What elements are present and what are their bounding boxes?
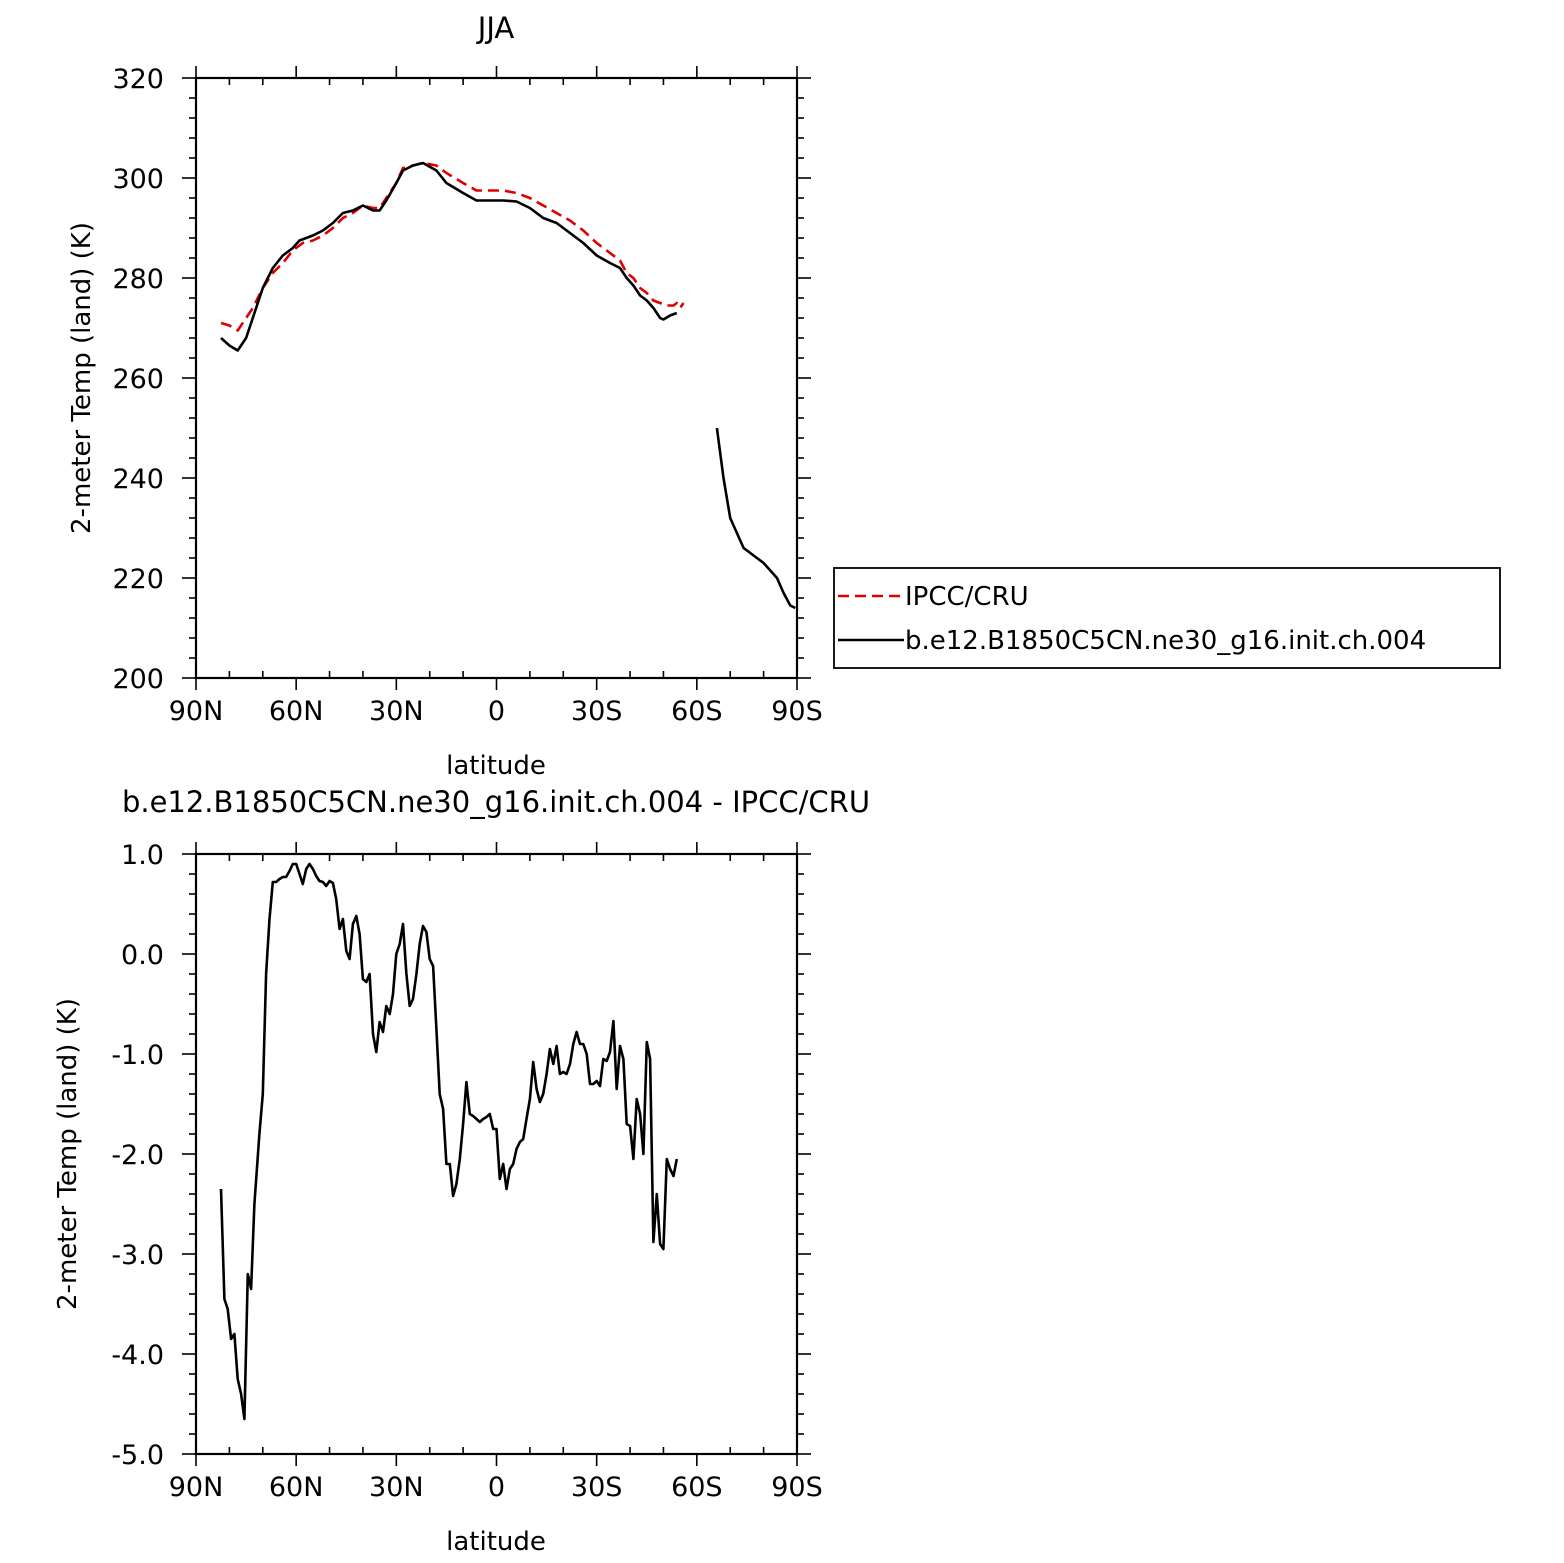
bottom-plot-frame bbox=[194, 852, 799, 1456]
x-tick-label: 30S bbox=[571, 696, 623, 727]
y-tick-label: 240 bbox=[112, 464, 164, 495]
top-plot-frame bbox=[194, 76, 799, 680]
y-tick-label: 280 bbox=[112, 264, 164, 295]
x-tick-label: 30N bbox=[369, 696, 424, 727]
bottom-series-lines bbox=[219, 862, 679, 1421]
x-tick-label: 60N bbox=[269, 1472, 324, 1503]
series-line-ipcc-cru bbox=[220, 161, 685, 332]
y-tick-label: -1.0 bbox=[111, 1040, 164, 1071]
y-tick-label: -3.0 bbox=[111, 1240, 164, 1271]
bottom-y-axis-label: 2-meter Temp (land) (K) bbox=[53, 998, 83, 1310]
x-tick-label: 90S bbox=[771, 1472, 823, 1503]
x-tick-label: 90N bbox=[169, 696, 224, 727]
top-axis-ticks bbox=[182, 66, 811, 690]
legend: IPCC/CRU b.e12.B1850C5CN.ne30_g16.init.c… bbox=[833, 567, 1501, 669]
legend-box bbox=[833, 567, 1501, 669]
x-tick-label: 30N bbox=[369, 1472, 424, 1503]
legend-label-ipcc-cru: IPCC/CRU bbox=[905, 582, 1029, 612]
top-axis-tick-labels: 90N 60N 30N 0 30S 60S 90S 200 220 240 260 280 300 320 bbox=[112, 64, 822, 727]
y-tick-label: 0.0 bbox=[121, 940, 164, 971]
series-line-b-e12-b1850c5cn-ne30-g16-init-ch-004 bbox=[715, 427, 796, 610]
bottom-panel-difference: b.e12.B1850C5CN.ne30_g16.init.ch.004 - I… bbox=[53, 785, 870, 1557]
y-tick-label: 300 bbox=[112, 164, 164, 195]
y-tick-label: 320 bbox=[112, 64, 164, 95]
top-y-axis-label: 2-meter Temp (land) (K) bbox=[67, 222, 97, 534]
x-tick-label: 90S bbox=[771, 696, 823, 727]
y-tick-label: 200 bbox=[112, 664, 164, 695]
x-tick-label: 60N bbox=[269, 696, 324, 727]
series-line-difference bbox=[219, 862, 679, 1421]
y-tick-label: 260 bbox=[112, 364, 164, 395]
y-tick-label: 220 bbox=[112, 564, 164, 595]
y-tick-label: -4.0 bbox=[111, 1340, 164, 1371]
top-panel-jja: JJA 90N 60N 30N 0 30S 60S 90S 200 220 240 260 280 30… bbox=[67, 11, 823, 781]
x-tick-label: 30S bbox=[571, 1472, 623, 1503]
top-series-lines bbox=[220, 161, 796, 610]
x-tick-label: 0 bbox=[488, 696, 505, 727]
x-tick-label: 60S bbox=[671, 1472, 723, 1503]
top-x-axis-label: latitude bbox=[446, 751, 546, 781]
bottom-chart-title: b.e12.B1850C5CN.ne30_g16.init.ch.004 - I… bbox=[122, 785, 870, 819]
x-tick-label: 60S bbox=[671, 696, 723, 727]
bottom-x-axis-label: latitude bbox=[446, 1527, 546, 1557]
bottom-axis-tick-labels: 90N 60N 30N 0 30S 60S 90S 1.0 0.0 -1.0 -2.0 -3.0 -4.… bbox=[111, 840, 822, 1503]
x-tick-label: 90N bbox=[169, 1472, 224, 1503]
legend-label-model: b.e12.B1850C5CN.ne30_g16.init.ch.004 bbox=[905, 626, 1426, 656]
top-chart-title: JJA bbox=[476, 11, 515, 45]
y-tick-label: 1.0 bbox=[121, 840, 164, 871]
series-line-b-e12-b1850c5cn-ne30-g16-init-ch-004 bbox=[220, 161, 678, 352]
x-tick-label: 0 bbox=[488, 1472, 505, 1503]
y-tick-label: -2.0 bbox=[111, 1140, 164, 1171]
y-tick-label: -5.0 bbox=[111, 1440, 164, 1471]
bottom-axis-ticks bbox=[182, 842, 811, 1466]
